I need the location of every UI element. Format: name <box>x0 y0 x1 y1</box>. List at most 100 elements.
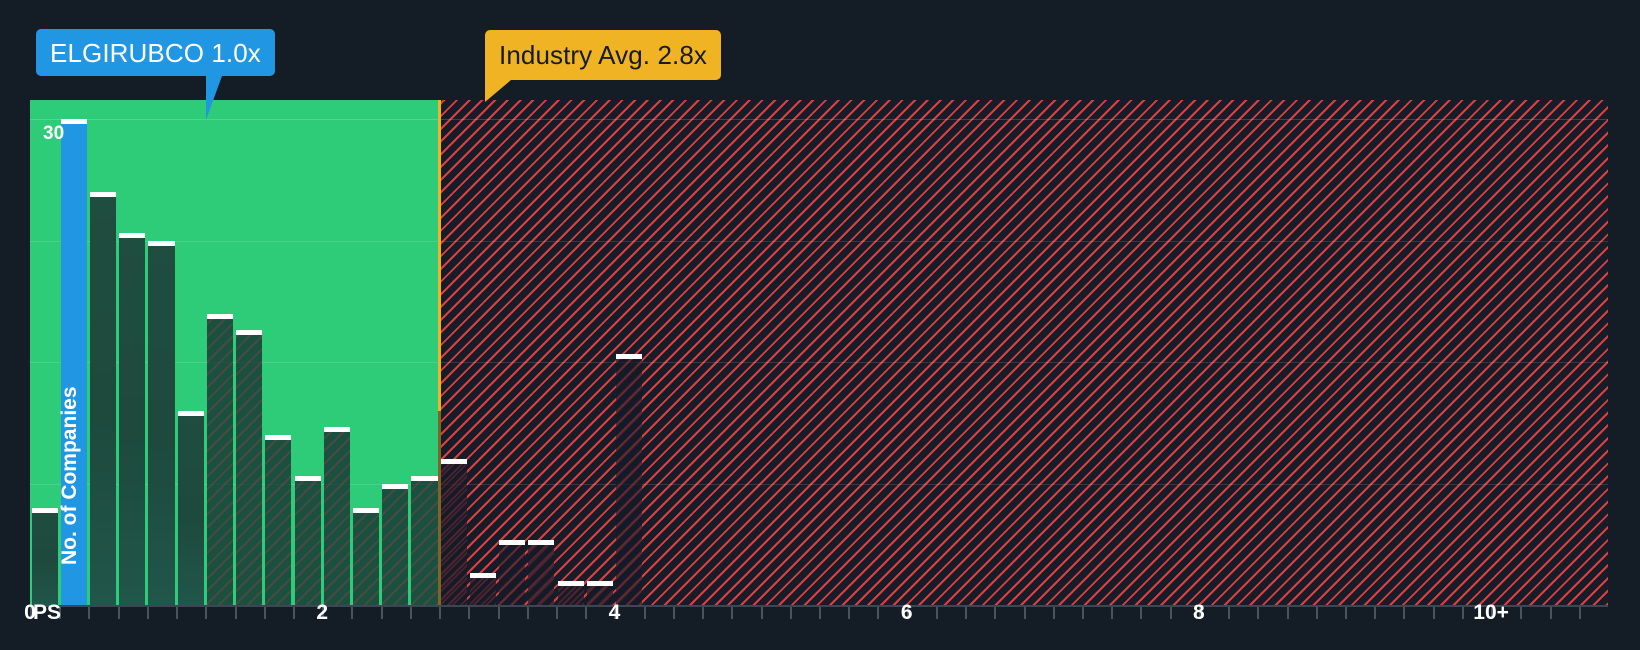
histogram-bar[interactable] <box>89 192 117 605</box>
bar-cap <box>499 540 526 546</box>
x-axis-tick <box>1052 607 1055 619</box>
x-axis-tick <box>760 607 763 619</box>
x-axis-tick <box>1140 607 1143 619</box>
bar-cap <box>411 475 438 481</box>
histogram-bar[interactable] <box>206 313 234 605</box>
x-axis-tick <box>1228 607 1231 619</box>
bar-cap <box>31 507 58 513</box>
gridline-30 <box>30 119 1608 120</box>
x-axis-tick <box>789 607 792 619</box>
plot-area <box>30 100 1608 605</box>
bar-fill <box>440 459 467 605</box>
histogram-bar[interactable] <box>352 507 380 605</box>
x-axis-tick <box>994 607 997 619</box>
histogram-bar[interactable] <box>382 483 409 605</box>
bar-hatch-overlay <box>206 313 234 605</box>
histogram-bar[interactable] <box>236 329 263 605</box>
histogram-bar[interactable] <box>31 507 58 605</box>
histogram-bar[interactable] <box>148 240 175 605</box>
histogram-bar[interactable] <box>469 572 497 605</box>
bar-fill <box>265 435 292 605</box>
overvalued-zone-band <box>439 100 1608 605</box>
bar-cap <box>557 580 584 586</box>
x-axis-tick <box>1432 607 1435 619</box>
histogram-bar[interactable] <box>294 475 321 605</box>
x-axis-tick <box>614 607 617 619</box>
x-axis-tick <box>848 607 851 619</box>
x-axis-tick <box>1403 607 1406 619</box>
x-axis-tick <box>59 607 62 619</box>
hatch-pattern <box>439 100 1608 605</box>
company-tooltip-label: ELGIRUBCO 1.0x <box>50 37 261 68</box>
x-axis-tick <box>1257 607 1260 619</box>
x-axis-tick <box>935 607 938 619</box>
x-axis-tick <box>439 607 442 619</box>
histogram-bar[interactable] <box>119 232 146 605</box>
histogram-bar[interactable] <box>557 580 584 605</box>
bar-fill <box>411 475 438 605</box>
gridline-15 <box>30 362 1608 363</box>
bar-cap <box>265 435 292 441</box>
bar-hatch-overlay <box>323 426 350 605</box>
bar-cap <box>206 313 234 319</box>
bar-fill <box>528 540 555 605</box>
bar-hatch-overlay <box>469 572 497 605</box>
x-axis-tick <box>1520 607 1523 619</box>
x-axis-tick-label: 10+ <box>1473 601 1509 624</box>
x-axis-tick-label: 2 <box>316 601 329 624</box>
industry-tooltip-label: Industry Avg. 2.8x <box>499 40 707 70</box>
bar-cap <box>119 232 146 238</box>
x-axis-tick <box>1315 607 1318 619</box>
x-axis-tick <box>205 607 208 619</box>
histogram-bar[interactable] <box>615 354 643 605</box>
histogram-bar[interactable] <box>411 475 438 605</box>
x-axis-tick <box>672 607 675 619</box>
x-axis-tick <box>906 607 909 619</box>
x-axis-tick <box>351 607 354 619</box>
bar-hatch-overlay <box>382 483 409 605</box>
x-axis-tick <box>468 607 471 619</box>
histogram-bar[interactable] <box>265 435 292 605</box>
bar-fill <box>382 483 409 605</box>
bar-fill <box>236 329 263 605</box>
histogram-bar[interactable] <box>586 580 613 605</box>
histogram-bar[interactable] <box>440 459 467 605</box>
x-axis-tick-label: 4 <box>608 601 621 624</box>
bar-fill <box>60 119 87 605</box>
bar-fill <box>31 507 58 605</box>
industry-tooltip[interactable]: Industry Avg. 2.8x <box>485 30 721 80</box>
x-axis-tick <box>1374 607 1377 619</box>
x-axis-tick <box>146 607 149 619</box>
bar-cap <box>323 426 350 432</box>
x-axis-tick-label: 6 <box>900 601 913 624</box>
histogram-bar[interactable] <box>177 410 204 605</box>
x-axis-tick <box>30 607 32 619</box>
y-axis-title: No. of Companies <box>58 386 81 565</box>
bar-cap <box>469 572 497 578</box>
histogram-bar[interactable] <box>528 540 555 605</box>
industry-average-line-lower <box>438 410 442 605</box>
x-axis-tick <box>322 607 325 619</box>
bar-fill <box>469 572 497 605</box>
bar-fill <box>177 410 204 605</box>
company-tooltip-pointer <box>206 76 222 120</box>
x-axis-tick <box>1198 607 1201 619</box>
histogram-bar[interactable] <box>60 119 87 605</box>
bar-cap <box>148 240 175 246</box>
x-axis-tick <box>176 607 179 619</box>
bar-fill <box>119 232 146 605</box>
x-axis-tick <box>585 607 588 619</box>
histogram-bar[interactable] <box>323 426 350 605</box>
histogram-bar[interactable] <box>499 540 526 605</box>
bar-fill <box>148 240 175 605</box>
bar-hatch-overlay <box>294 475 321 605</box>
x-axis-tick <box>497 607 500 619</box>
x-axis-tick <box>877 607 880 619</box>
bar-hatch-overlay <box>411 475 438 605</box>
x-axis-tick <box>380 607 383 619</box>
bar-fill <box>206 313 234 605</box>
x-axis-tick <box>1549 607 1552 619</box>
bar-hatch-overlay <box>352 507 380 605</box>
company-tooltip[interactable]: ELGIRUBCO 1.0x <box>36 29 275 76</box>
